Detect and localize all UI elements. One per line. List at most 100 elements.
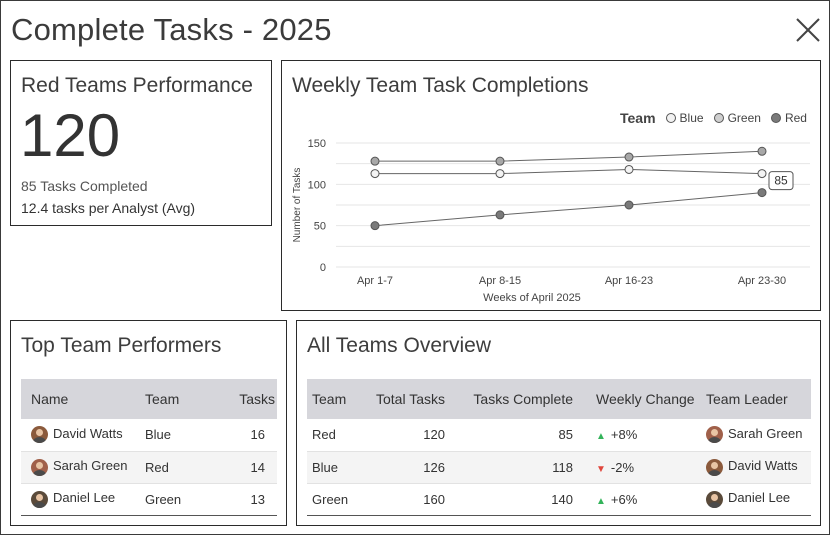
data-point-green — [757, 146, 767, 156]
avatar — [31, 426, 48, 444]
legend-item-red[interactable]: Red — [770, 111, 807, 125]
legend-title: Team — [620, 110, 656, 126]
close-icon — [796, 18, 820, 42]
triangle-down-icon: ▼ — [596, 463, 606, 475]
column-header-team[interactable]: Team — [145, 379, 215, 419]
legend-label: Red — [784, 111, 807, 125]
change-value: +8% — [610, 427, 638, 443]
change-cell: ▲ +8% — [573, 419, 703, 452]
line-chart: 0 50 100 150 Apr 1-7 Apr 8-15 Apr 16-23 Apr 23-… — [292, 138, 810, 304]
data-point-green — [370, 156, 380, 166]
legend-item-green[interactable]: Green — [713, 111, 761, 125]
name-cell: David Watts — [21, 419, 145, 452]
triangle-up-icon: ▲ — [596, 431, 606, 443]
per-analyst-text: 12.4 tasks per Analyst (Avg) — [21, 200, 196, 216]
legend-item-blue[interactable]: Blue — [665, 111, 704, 125]
page-title: Complete Tasks - 2025 — [11, 12, 332, 47]
total-cell: 126 — [365, 451, 445, 484]
top-performers-table: Name Team Tasks David Watts Blue 16 Sara… — [21, 379, 277, 516]
change-value: -2% — [610, 459, 635, 475]
x-tick-label: Apr 1-7 — [357, 275, 393, 287]
data-point-blue — [757, 169, 767, 179]
data-point-blue — [624, 164, 634, 174]
x-axis-title: Weeks of April 2025 — [483, 292, 581, 304]
tooltip-value: 85 — [774, 174, 788, 188]
tooltip-box — [768, 171, 794, 191]
x-tick-label: Apr 23-30 — [738, 275, 786, 287]
avatar — [706, 490, 723, 508]
y-tick-label: 100 — [308, 179, 326, 191]
team-cell: Blue — [145, 419, 215, 452]
column-header-complete[interactable]: Tasks Complete — [445, 379, 573, 419]
x-tick-label: Apr 8-15 — [479, 275, 521, 287]
complete-cell: 140 — [445, 483, 573, 516]
legend-marker — [770, 113, 781, 123]
tasks-completed-text: 85 Tasks Completed — [21, 178, 148, 194]
person-name: Sarah Green — [53, 458, 128, 474]
series-line-red — [374, 192, 763, 227]
total-cell: 120 — [365, 419, 445, 452]
table-row[interactable]: Green 160 140 ▲ +6% Daniel Lee — [307, 483, 811, 516]
data-point-green — [624, 152, 634, 162]
column-header-name[interactable]: Name — [21, 379, 145, 419]
leader-name: Daniel Lee — [728, 490, 791, 506]
name-cell: Sarah Green — [21, 451, 145, 484]
team-cell: Blue — [307, 451, 365, 484]
column-header-team[interactable]: Team — [307, 379, 365, 419]
column-header-leader[interactable]: Team Leader — [703, 379, 811, 419]
legend-label: Blue — [679, 111, 704, 125]
big-number: 120 — [20, 102, 121, 169]
y-tick-label: 0 — [320, 262, 326, 274]
card-title: Weekly Team Task Completions — [292, 74, 589, 97]
table-row[interactable]: Daniel Lee Green 13 — [21, 483, 277, 516]
card-title: All Teams Overview — [307, 334, 491, 357]
avatar — [706, 426, 723, 444]
y-tick-label: 150 — [308, 138, 326, 150]
y-tick-label: 50 — [314, 221, 326, 233]
change-value: +6% — [610, 491, 638, 507]
data-point-red — [757, 188, 767, 198]
tasks-cell: 16 — [215, 419, 277, 452]
person-name: Daniel Lee — [53, 490, 116, 506]
table-header-row: Team Total Tasks Tasks Complete Weekly C… — [307, 379, 811, 419]
card-title: Top Team Performers — [21, 334, 222, 357]
leader-cell: Daniel Lee — [703, 483, 811, 516]
table-row[interactable]: Blue 126 118 ▼ -2% David Watts — [307, 451, 811, 484]
avatar — [31, 490, 48, 508]
tasks-cell: 13 — [215, 483, 277, 516]
column-header-total[interactable]: Total Tasks — [365, 379, 445, 419]
table-row[interactable]: Red 120 85 ▲ +8% Sarah Green — [307, 419, 811, 452]
column-header-tasks[interactable]: Tasks — [215, 379, 277, 419]
avatar — [31, 458, 48, 476]
total-cell: 160 — [365, 483, 445, 516]
series-line-green — [375, 150, 763, 162]
legend-marker — [665, 113, 676, 123]
table-header-row: Name Team Tasks — [21, 379, 277, 419]
chart-legend: Team Blue Green Red — [620, 110, 817, 126]
close-button[interactable] — [795, 17, 821, 43]
complete-cell: 85 — [445, 419, 573, 452]
data-point-red — [624, 200, 634, 210]
triangle-up-icon: ▲ — [596, 495, 606, 507]
red-team-performance-card: Red Teams Performance 120 85 Tasks Compl… — [10, 60, 272, 226]
y-axis-title: Number of Tasks — [292, 168, 303, 243]
data-point-blue — [370, 169, 380, 179]
top-performers-card: Top Team Performers Name Team Tasks Davi… — [10, 320, 287, 526]
series-line-blue — [375, 168, 763, 175]
legend-label: Green — [727, 111, 761, 125]
data-point-blue — [495, 169, 505, 179]
x-tick-label: Apr 16-23 — [605, 275, 653, 287]
weekly-completions-card: Weekly Team Task Completions Team Blue G… — [281, 60, 821, 311]
complete-cell: 118 — [445, 451, 573, 484]
leader-name: David Watts — [728, 458, 798, 474]
team-cell: Red — [307, 419, 365, 452]
team-cell: Red — [145, 451, 215, 484]
column-header-change[interactable]: Weekly Change — [573, 379, 703, 419]
team-cell: Green — [307, 483, 365, 516]
table-row[interactable]: Sarah Green Red 14 — [21, 451, 277, 484]
data-point-green — [495, 156, 505, 166]
all-teams-card: All Teams Overview Team Total Tasks Task… — [296, 320, 821, 526]
table-row[interactable]: David Watts Blue 16 — [21, 419, 277, 452]
tasks-cell: 14 — [215, 451, 277, 484]
team-cell: Green — [145, 483, 215, 516]
